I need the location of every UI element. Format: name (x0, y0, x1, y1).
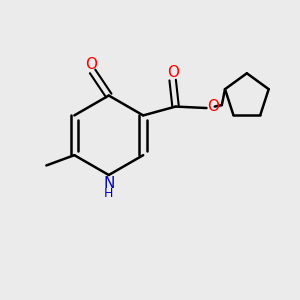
Text: N: N (103, 176, 115, 191)
Text: O: O (85, 56, 97, 71)
Text: O: O (207, 99, 219, 114)
Text: H: H (104, 187, 113, 200)
Text: O: O (167, 65, 178, 80)
